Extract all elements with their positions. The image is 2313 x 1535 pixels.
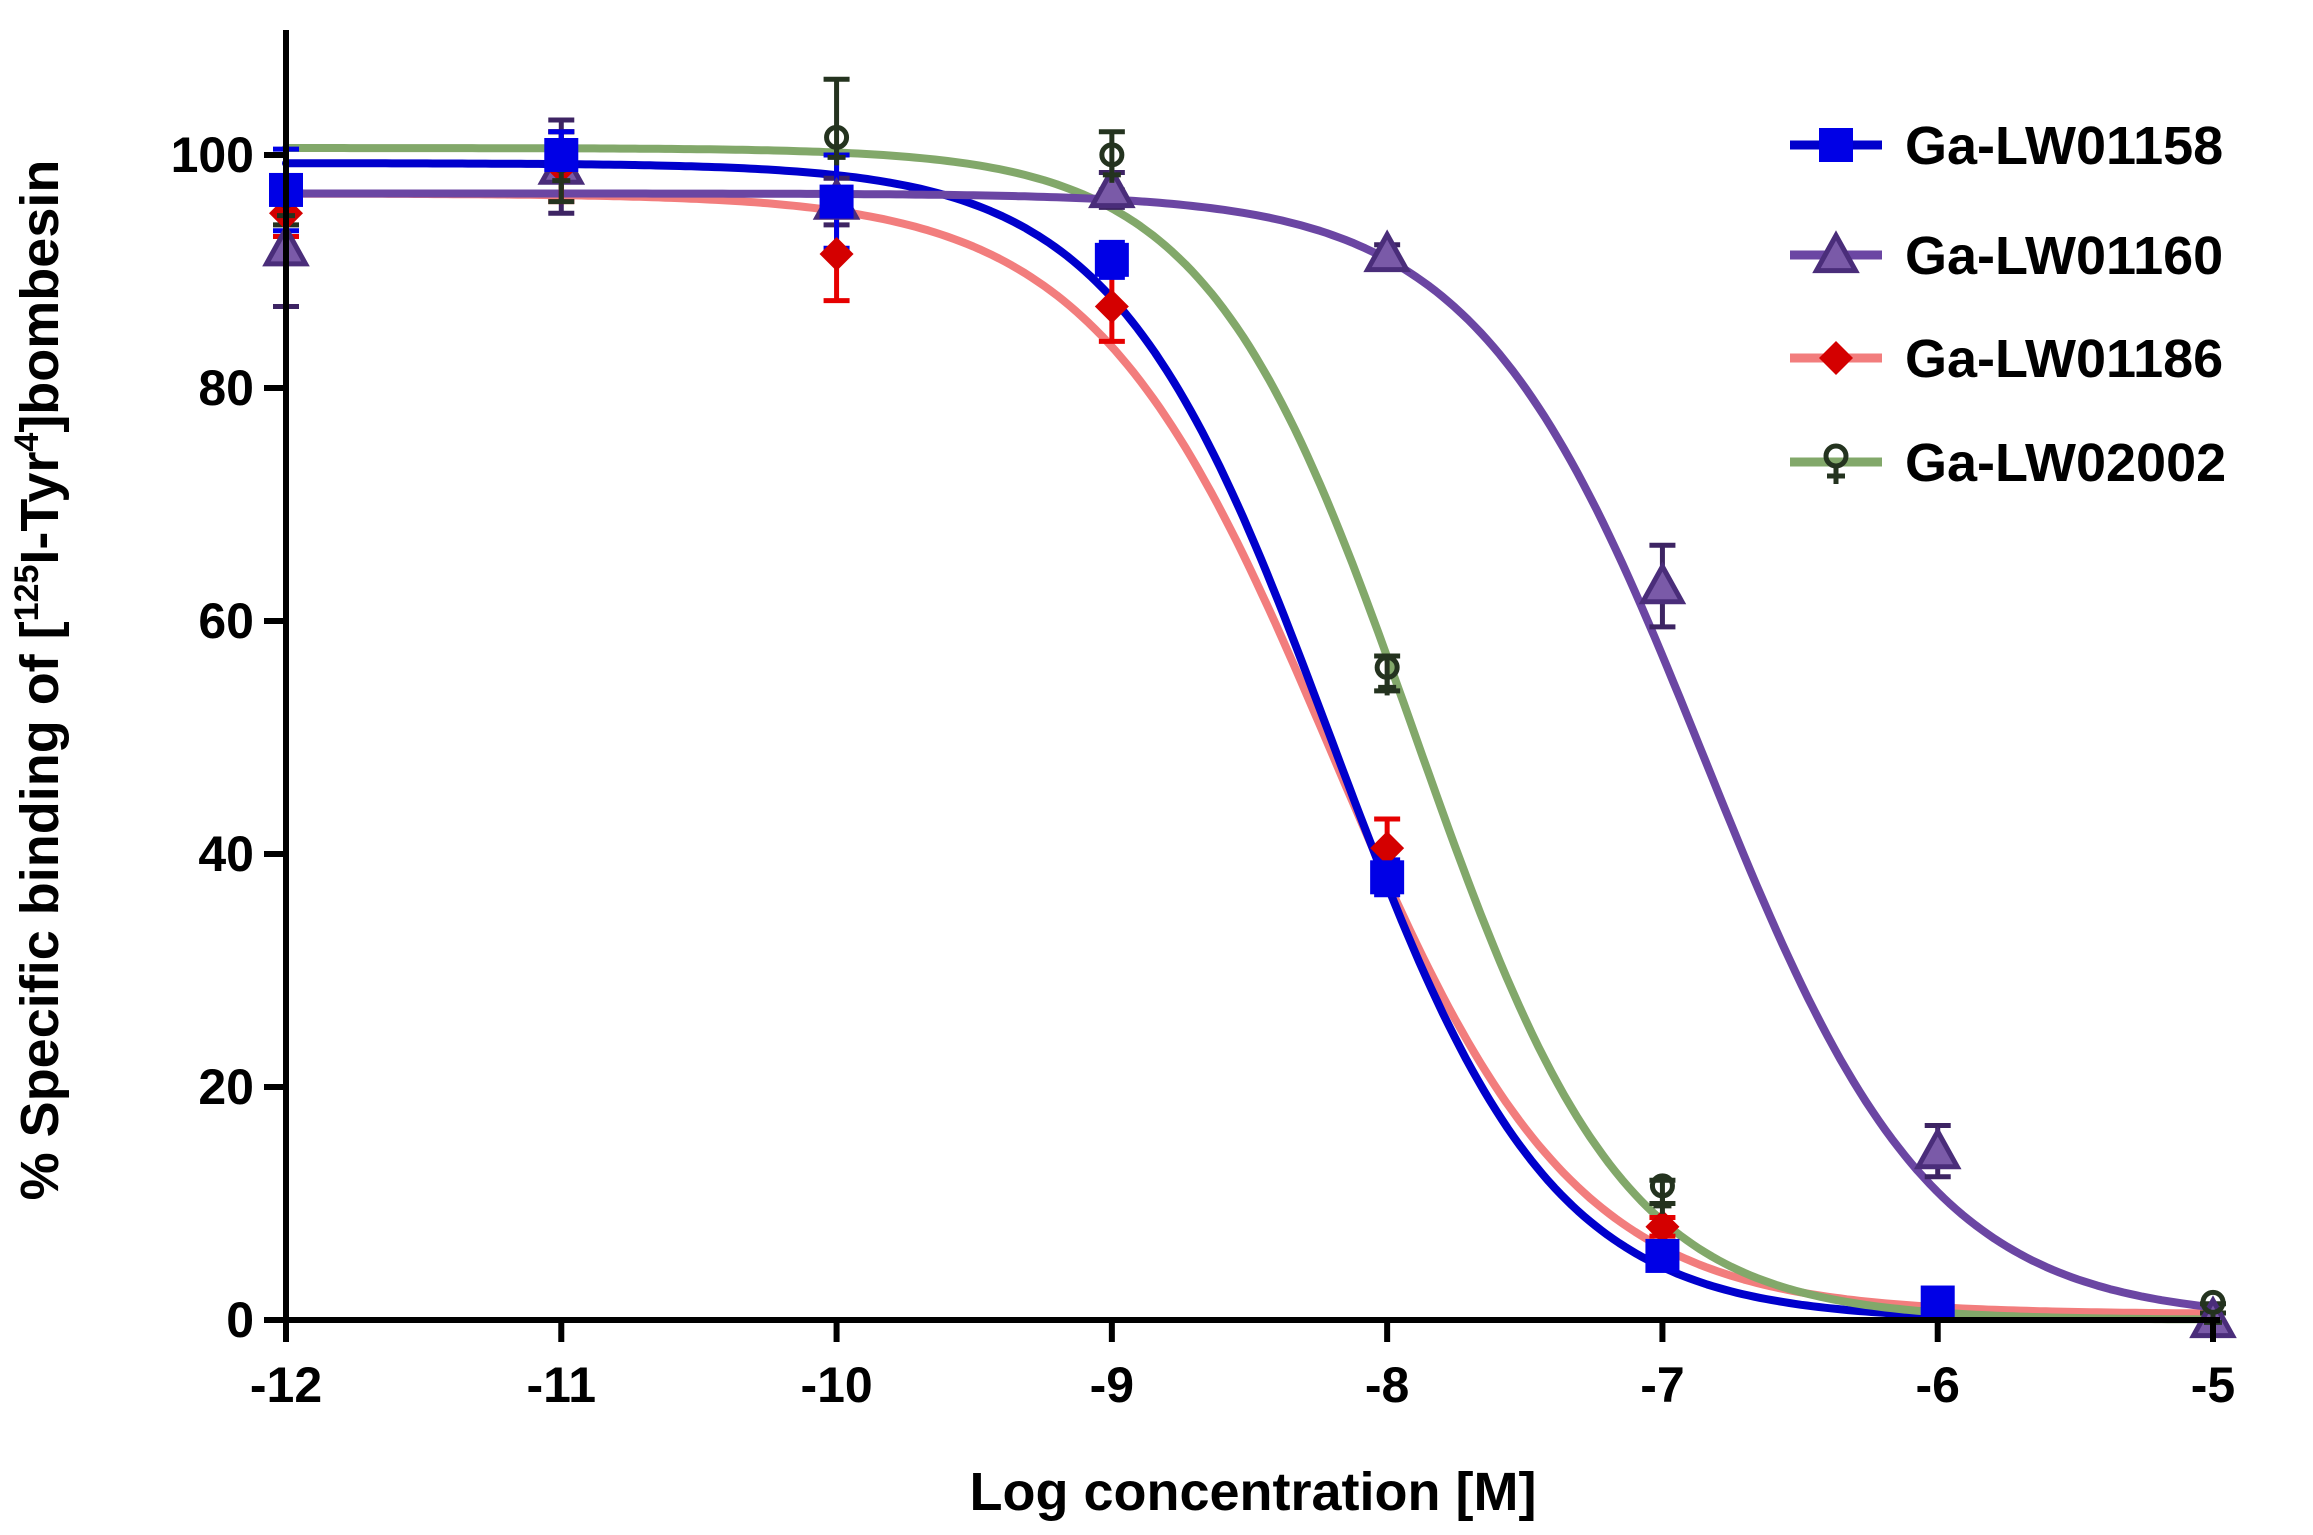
fit-curves-layer xyxy=(282,144,2217,1324)
point-ga-lw01158-6 xyxy=(1920,1285,1955,1320)
fit-curve-ga-lw02002 xyxy=(282,144,2217,1324)
y-axis-title-mid: I-Tyr xyxy=(10,452,70,565)
point-ga-lw01186-2 xyxy=(819,237,854,272)
legend-swatch-marker-ga-lw02002 xyxy=(1823,443,1849,484)
legend-item-ga-lw01160: Ga-LW01160 xyxy=(1790,226,2223,286)
x-tick-label-1: -11 xyxy=(527,1357,597,1413)
point-ga-lw02002-2 xyxy=(824,124,850,166)
x-tick-label-7: -5 xyxy=(2191,1357,2235,1413)
point-ga-lw01160-4 xyxy=(1363,229,1411,273)
legend-label-ga-lw01186: Ga-LW01186 xyxy=(1905,329,2223,389)
x-tick-label-2: -10 xyxy=(800,1357,872,1413)
legend-item-ga-lw02002: Ga-LW02002 xyxy=(1790,433,2226,493)
y-axis-title-prefix: % Specific binding of [ xyxy=(10,621,70,1200)
y-tick-label-0: 0 xyxy=(226,1292,254,1348)
y-axis-title-sup1: 125 xyxy=(8,565,46,622)
y-tick-label-5: 100 xyxy=(171,127,254,183)
fit-curve-ga-lw01158 xyxy=(282,159,2052,1323)
point-ga-lw01186-3 xyxy=(1094,289,1129,324)
y-axis-title-suffix: ]bombesin xyxy=(10,160,70,433)
x-tick-label-6: -6 xyxy=(1915,1357,1959,1413)
x-tick-label-0: -12 xyxy=(250,1357,322,1413)
point-ga-lw01160-6 xyxy=(1913,1126,1962,1170)
legend-label-ga-lw01158: Ga-LW01158 xyxy=(1905,116,2223,176)
point-ga-lw02002-5 xyxy=(1649,1173,1675,1214)
point-ga-lw01186-5 xyxy=(1645,1209,1680,1244)
legend-item-ga-lw01158: Ga-LW01158 xyxy=(1790,116,2223,176)
y-tick-label-4: 80 xyxy=(198,360,254,416)
fit-curve-ga-lw01160 xyxy=(282,189,2217,1312)
legend-swatch-marker-ga-lw01186 xyxy=(1819,341,1853,375)
legend: Ga-LW01158 Ga-LW01160 Ga-LW01186 Ga-LW02002 xyxy=(1790,116,2226,493)
x-tick-label-3: -9 xyxy=(1090,1357,1134,1413)
legend-label-ga-lw01160: Ga-LW01160 xyxy=(1905,226,2223,286)
y-tick-label-3: 60 xyxy=(198,593,254,649)
data-points-layer xyxy=(262,124,2237,1339)
y-tick-label-1: 20 xyxy=(198,1059,254,1115)
x-axis-title: Log concentration [M] xyxy=(970,1462,1537,1522)
point-ga-lw01158-1 xyxy=(544,138,579,172)
x-tick-label-4: -8 xyxy=(1365,1357,1409,1413)
y-axis-title-sup2: 4 xyxy=(8,433,46,452)
point-ga-lw01160-3 xyxy=(1088,165,1136,209)
point-ga-lw01158-3 xyxy=(1094,242,1129,277)
point-ga-lw01158-5 xyxy=(1645,1238,1680,1273)
y-tick-label-2: 40 xyxy=(198,826,254,882)
point-ga-lw02002-3 xyxy=(1099,142,1125,183)
point-ga-lw01186-4 xyxy=(1370,831,1405,866)
axes-layer xyxy=(283,30,2220,1323)
y-axis-title: % Specific binding of [125I-Tyr4]bombesi… xyxy=(8,160,70,1201)
ticks-layer: -12 -11 -10 -9 -8 -7 -6 -5 0 20 40 60 80 100 xyxy=(171,127,2236,1413)
legend-swatch-marker-ga-lw01160 xyxy=(1812,230,1860,274)
point-ga-lw01158-4 xyxy=(1370,860,1405,895)
legend-swatch-marker-ga-lw01158 xyxy=(1819,128,1853,162)
legend-item-ga-lw01186: Ga-LW01186 xyxy=(1790,329,2223,389)
legend-label-ga-lw02002: Ga-LW02002 xyxy=(1905,433,2226,493)
point-ga-lw02002-4 xyxy=(1374,654,1400,696)
x-tick-label-5: -7 xyxy=(1640,1357,1684,1413)
point-ga-lw01158-2 xyxy=(819,184,854,219)
point-ga-lw01160-5 xyxy=(1638,561,1687,605)
